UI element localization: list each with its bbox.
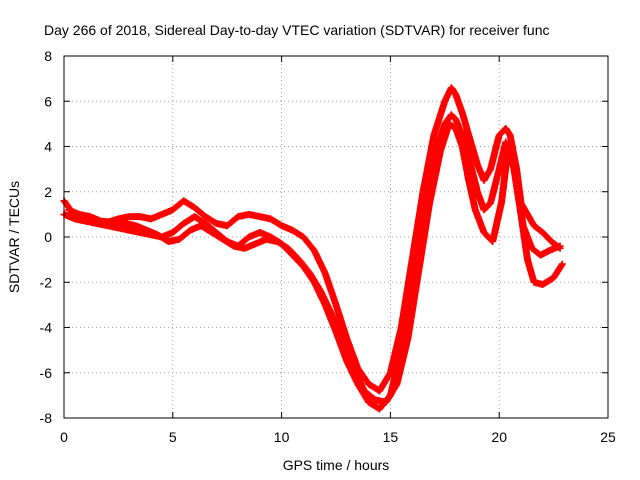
- x-tick-label: 10: [274, 429, 290, 445]
- y-tick-label: 4: [44, 139, 52, 155]
- x-axis-label: GPS time / hours: [283, 457, 390, 473]
- marker-path: [64, 120, 564, 406]
- y-tick-label: -8: [40, 410, 53, 426]
- x-tick-label: 15: [383, 429, 399, 445]
- x-tick-labels: 0 5 10 15 20 25: [60, 429, 616, 445]
- x-tick-label: 5: [169, 429, 177, 445]
- marker-path: [60, 111, 566, 413]
- y-tick-label: 6: [44, 93, 52, 109]
- series-track-2: [60, 111, 566, 413]
- y-axis-label: SDTVAR / TECUs: [6, 181, 22, 293]
- y-tick-label: -2: [40, 274, 53, 290]
- x-tick-label: 25: [600, 429, 616, 445]
- axis-ticks: [63, 55, 609, 419]
- y-tick-labels: -8 -6 -4 -2 0 2 4 6 8: [40, 48, 53, 426]
- chart-title: Day 266 of 2018, Sidereal Day-to-day VTE…: [44, 22, 550, 38]
- y-tick-label: -4: [40, 320, 53, 336]
- y-tick-label: 2: [44, 184, 52, 200]
- x-tick-label: 20: [491, 429, 507, 445]
- y-tick-label: 0: [44, 229, 52, 245]
- series-track-3: [64, 120, 564, 406]
- data-marks: [60, 84, 566, 413]
- x-tick-label: 0: [60, 429, 68, 445]
- y-tick-label: -6: [40, 365, 53, 381]
- y-tick-label: 8: [44, 48, 52, 64]
